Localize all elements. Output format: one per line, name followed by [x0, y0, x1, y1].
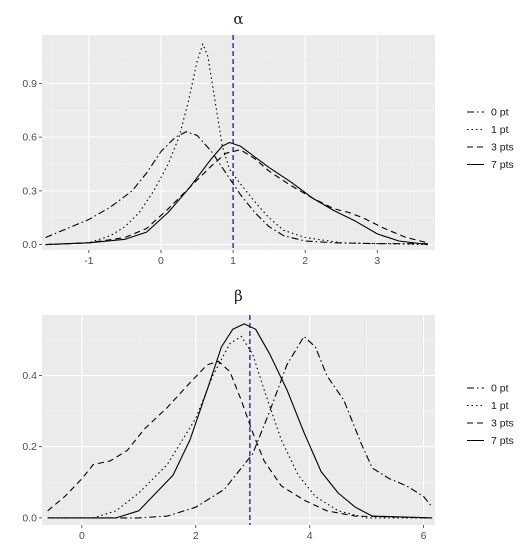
legend-label: 0 pt — [491, 383, 509, 395]
legend-label: 1 pt — [491, 400, 509, 412]
y-tick-label: 0.0 — [22, 512, 37, 524]
x-tick-label: 6 — [421, 530, 427, 542]
y-tick-label: 0.0 — [22, 239, 37, 251]
plot-background — [42, 35, 435, 250]
x-tick-label: -1 — [84, 255, 93, 267]
y-tick-label: 0.6 — [22, 132, 37, 144]
legend-label: 7 pts — [491, 435, 514, 447]
x-tick-label: 3 — [374, 255, 380, 267]
series-line-3-pts — [47, 360, 433, 519]
panel-1: -1 0 1 2 3 0.0 0.3 0.6 0.9 α 0 pt 1 pt 3 pts 7 pts — [22, 10, 513, 267]
x-tick-label: 2 — [302, 255, 308, 267]
panel-title: α — [233, 10, 243, 28]
y-tick-label: 0.3 — [22, 185, 37, 197]
series-line-3-pts — [45, 149, 428, 246]
y-tick-label: 0.2 — [22, 441, 37, 453]
legend: 0 pt 1 pt 3 pts 7 pts — [467, 107, 514, 171]
legend-label: 0 pt — [491, 107, 509, 119]
y-tick-label: 0.4 — [22, 370, 37, 382]
legend-label: 7 pts — [491, 159, 514, 171]
legend: 0 pt 1 pt 3 pts 7 pts — [467, 383, 514, 447]
plot-background — [42, 315, 435, 525]
series-line-0-pt — [47, 335, 433, 519]
series-line-0-pt — [45, 131, 428, 245]
x-tick-label: 4 — [307, 530, 313, 542]
x-tick-label: 2 — [193, 530, 199, 542]
series-line-1-pt — [47, 335, 433, 519]
legend-label: 1 pt — [491, 124, 509, 136]
series-line-7-pts — [45, 141, 428, 246]
series-line-7-pts — [47, 323, 433, 519]
x-tick-label: 0 — [158, 255, 164, 267]
panel-title: β — [234, 287, 243, 305]
x-tick-label: 0 — [79, 530, 85, 542]
y-tick-label: 0.9 — [22, 78, 37, 90]
panel-2: 0 2 4 6 0.0 0.2 0.4 β 0 pt 1 pt 3 pts 7 pts — [22, 287, 513, 542]
legend-label: 3 pts — [491, 418, 514, 430]
legend-label: 3 pts — [491, 142, 514, 154]
x-tick-label: 1 — [230, 255, 236, 267]
